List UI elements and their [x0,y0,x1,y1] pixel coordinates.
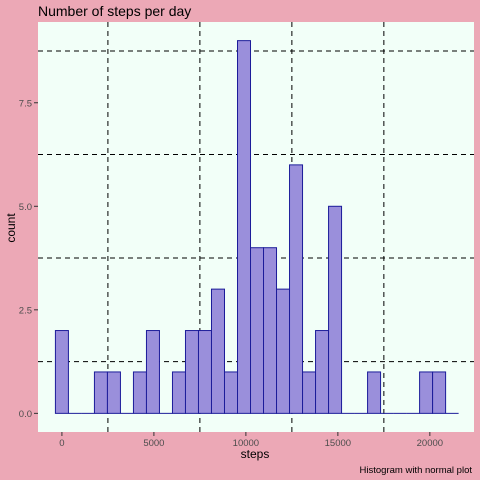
x-tick-label: 10000 [233,438,259,449]
histogram-bar [276,288,291,414]
axes: 0 5000 10000 15000 20000 0.0 2.5 5.0 7.5 [19,98,443,449]
y-tick-label: 0.0 [19,409,32,420]
histogram-bar [106,371,121,414]
y-axis-label: count [4,213,18,243]
x-tick-label: 5000 [143,438,164,449]
histogram-bar [367,371,382,414]
histogram-bar [419,371,434,414]
x-tick-label: 0 [59,438,64,449]
histogram-bar [263,247,278,414]
y-tick-label: 7.5 [19,98,32,109]
histogram-bar [315,330,330,414]
histogram-bar [210,288,225,414]
x-tick-label: 15000 [325,438,351,449]
histogram-bar [289,164,304,414]
histogram-bar [171,371,186,414]
chart-title: Number of steps per day [38,3,191,19]
histogram-bar [302,371,317,414]
histogram-bar [432,371,447,414]
x-axis-label: steps [241,447,270,461]
y-tick-label: 2.5 [19,305,32,316]
histogram-bar [223,371,239,414]
y-tick-label: 5.0 [19,202,32,213]
histogram-bar [54,330,69,414]
histogram-bar [184,330,199,414]
histogram-bar [250,247,265,414]
chart-caption: Histogram with normal plot [360,465,473,476]
histogram-bar [328,205,343,414]
histogram-bar [197,330,212,414]
histogram-bar [237,40,252,414]
histogram-bar [145,330,160,414]
bars [54,40,459,414]
histogram-bar [132,371,147,414]
histogram-bar [93,371,108,414]
x-tick-label: 20000 [417,438,443,449]
